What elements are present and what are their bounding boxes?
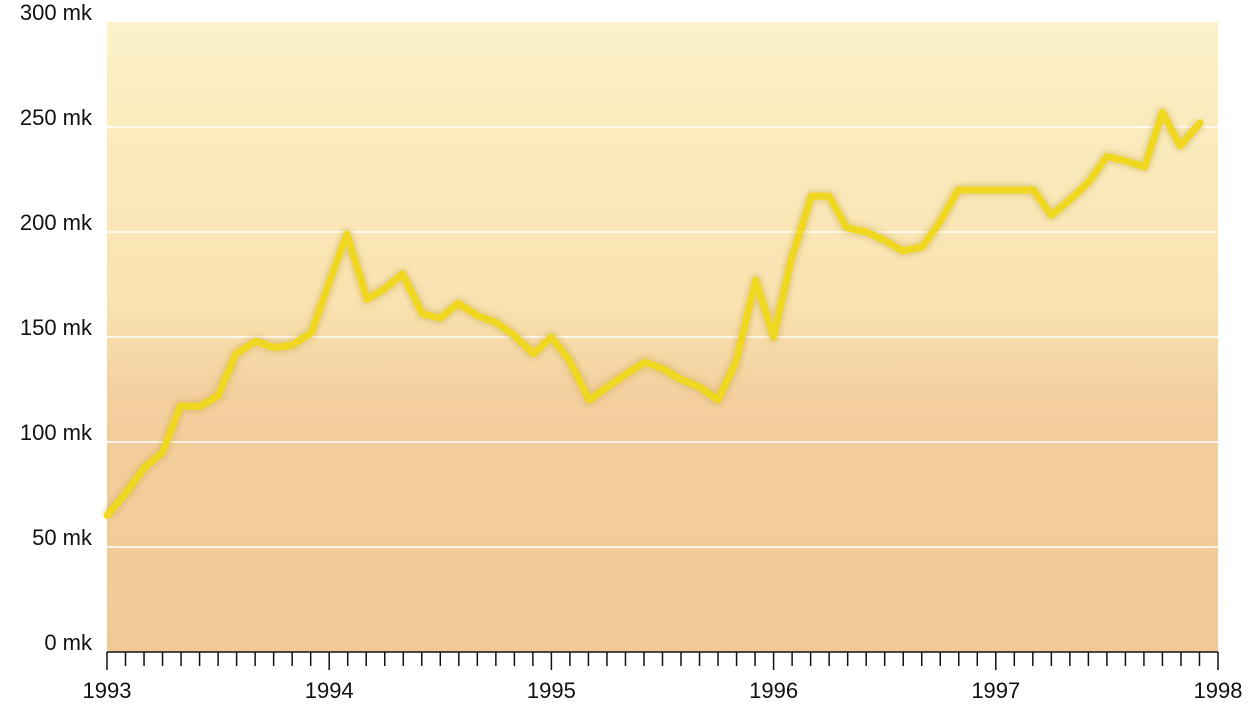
x-tick-label: 1996	[749, 678, 798, 703]
x-tick-label: 1993	[83, 678, 132, 703]
x-tick-label: 1995	[527, 678, 576, 703]
data-line	[103, 108, 1204, 519]
y-tick-label: 300 mk	[20, 0, 93, 25]
x-tick-label: 1998	[1194, 678, 1243, 703]
x-tick-label: 1997	[971, 678, 1020, 703]
y-tick-label: 250 mk	[20, 105, 93, 130]
x-tick-label: 1994	[305, 678, 354, 703]
y-tick-label: 200 mk	[20, 210, 93, 235]
y-tick-label: 50 mk	[32, 525, 93, 550]
y-tick-label: 150 mk	[20, 315, 93, 340]
y-tick-label: 0 mk	[44, 630, 93, 655]
y-tick-label: 100 mk	[20, 420, 93, 445]
